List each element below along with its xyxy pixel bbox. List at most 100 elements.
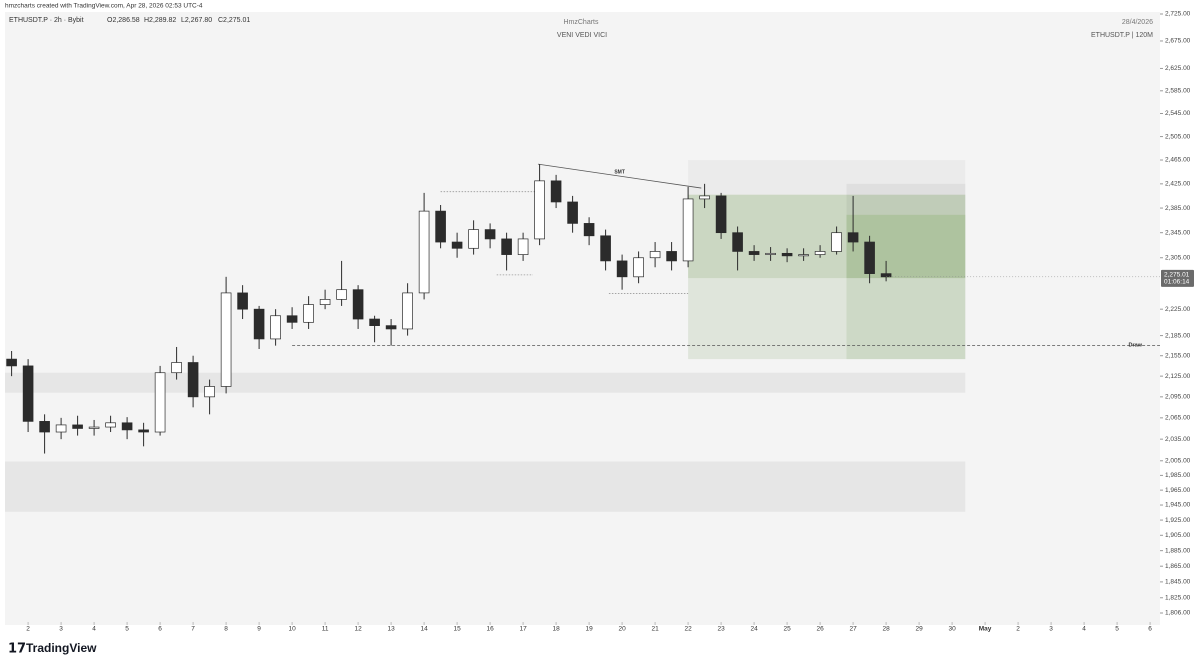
y-tick-label: 2,425.00 [1165,181,1191,188]
zone [5,372,966,393]
x-tick-label: 28 [882,626,890,633]
candle [39,414,50,454]
candle-body [121,422,133,431]
candle [336,260,347,306]
logo-text: TradingView [26,641,97,655]
candle [699,183,710,209]
candle-body [72,424,83,429]
y-tick-label: 2,345.00 [1165,229,1191,236]
y-tick-label: 2,385.00 [1165,205,1191,212]
candle-body [534,180,545,240]
candle [352,285,364,329]
candle-body [649,251,661,259]
candle-body [39,421,50,433]
candle [616,254,628,290]
candle-body [715,195,727,234]
y-tick-label: 1,865.00 [1165,563,1191,570]
candle [781,248,793,263]
candle [748,245,760,261]
candle [22,359,34,433]
candle-body [699,195,710,200]
candle [451,232,463,258]
candle-body [303,304,314,323]
candle [6,351,17,377]
trendline-label: SMT [614,169,625,175]
y-tick-label: 1,965.00 [1165,487,1191,494]
last-price-tag [1161,269,1194,287]
ohlc-label: O2,286.58 [107,17,140,24]
logo: 𝟭𝟳 TradingView [8,640,97,655]
candle-body [798,254,809,257]
chart-title: HmzCharts [563,19,599,26]
candle-body [880,273,892,278]
candle-body [336,289,347,300]
last-price-label: 2,275.01 [1164,272,1190,279]
candle-body [583,223,595,237]
candle [864,235,875,284]
ohlc-label: C2,275.01 [218,17,250,24]
y-tick-label: 2,625.00 [1165,65,1191,72]
y-tick-label: 2,125.00 [1165,373,1191,380]
candle [847,195,859,252]
ohlc-label: L2,267.80 [181,17,212,24]
candle-body [286,315,298,323]
candle-body [154,372,166,433]
candle-body [484,229,496,240]
plot-background [5,12,1160,625]
x-tick-label: 17 [519,626,527,633]
candle-body [88,426,100,429]
candle [369,315,380,343]
x-tick-label: 8 [224,626,228,633]
y-tick-label: 2,065.00 [1165,415,1191,422]
candle [633,251,644,284]
candle-body [847,232,859,243]
candle-body [732,232,743,252]
y-tick-label: 2,185.00 [1165,332,1191,339]
candle [171,346,182,380]
candle [798,248,809,261]
x-tick-label: 14 [420,626,428,633]
candle [72,415,83,436]
logo-mark: 𝟭𝟳 [8,640,26,655]
x-tick-label: 7 [191,626,195,633]
candle [600,229,611,271]
credit: hmzcharts created with TradingView.com, … [5,3,203,10]
candle [253,305,265,349]
x-tick-label: May [979,626,992,633]
y-tick-label: 2,305.00 [1165,254,1191,261]
candle-body [270,315,281,340]
candle-body [418,210,430,294]
countdown: 01:06:14 [1164,279,1190,286]
y-tick-label: 2,505.00 [1165,133,1191,140]
y-tick-label: 2,725.00 [1165,11,1191,18]
x-tick-label: 5 [1115,626,1119,633]
y-tick-label: 1,925.00 [1165,517,1191,524]
candle-body [550,180,562,203]
candle [534,164,545,246]
x-tick-label: 27 [849,626,857,633]
candle [435,205,446,249]
candle-body [352,289,364,320]
x-tick-label: 2 [26,626,30,633]
x-tick-label: 3 [1049,626,1053,633]
candle [715,192,727,239]
x-tick-label: 19 [585,626,593,633]
y-tick-label: 2,005.00 [1165,458,1191,465]
candle-body [748,251,760,255]
candle [418,192,430,300]
candle-body [600,235,611,262]
x-tick-label: 30 [948,626,956,633]
candle [187,355,199,408]
y-tick-label: 2,095.00 [1165,394,1191,401]
x-tick-label: 5 [125,626,129,633]
y-tick-label: 2,465.00 [1165,157,1191,164]
x-tick-label: 6 [1148,626,1152,633]
x-tick-label: 10 [288,626,296,633]
candle [88,419,100,436]
x-tick-label: 20 [618,626,626,633]
x-tick-label: 6 [158,626,162,633]
candle-body [369,318,380,326]
candle [682,186,694,268]
candle [385,319,397,346]
x-tick-label: 25 [783,626,791,633]
